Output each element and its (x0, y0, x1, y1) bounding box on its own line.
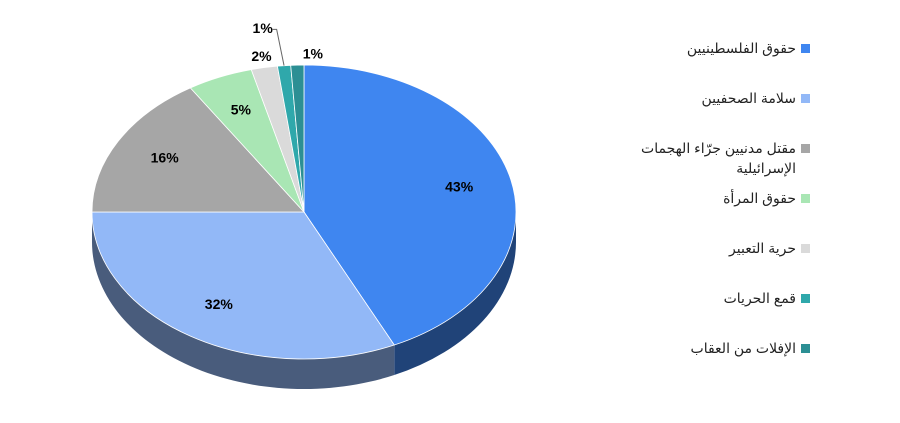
legend-item: مقتل مدنيين جرّاء الهجمات الإسرائيلية (600, 140, 810, 190)
legend: حقوق الفلسطينيين سلامة الصحفيين مقتل مدنيي… (600, 40, 810, 390)
legend-swatch (801, 94, 810, 103)
leader-line (272, 28, 285, 66)
legend-swatch (801, 294, 810, 303)
slice (91, 211, 395, 360)
legend-label: قمع الحريات (723, 290, 796, 306)
data-label: 43% (445, 179, 474, 195)
legend-label: الإفلات من العقاب (690, 340, 796, 356)
legend-label: مقتل مدنيين جرّاء الهجمات الإسرائيلية (641, 140, 796, 176)
legend-item: حقوق المرأة (600, 190, 810, 240)
legend-label: حقوق المرأة (723, 190, 796, 206)
legend-item: حقوق الفلسطينيين (600, 40, 810, 90)
legend-item: قمع الحريات (600, 290, 810, 340)
slice (91, 87, 305, 213)
slice-side (394, 212, 516, 376)
slice (303, 64, 517, 346)
legend-label: سلامة الصحفيين (701, 90, 797, 106)
legend-swatch (801, 194, 810, 203)
legend-swatch (801, 44, 810, 53)
legend-item: الإفلات من العقاب (600, 340, 810, 390)
slice-side (92, 212, 395, 390)
legend-label: حقوق الفلسطينيين (686, 40, 796, 56)
data-label: 5% (231, 102, 252, 118)
data-label: 2% (251, 48, 272, 64)
data-label: 32% (205, 296, 234, 312)
data-label: 1% (303, 45, 324, 61)
pie-area: 43% 32% 16% 5% 2% 1% 1% (91, 20, 517, 390)
legend-item: سلامة الصحفيين (600, 90, 810, 140)
legend-swatch (801, 244, 810, 253)
legend-label: حرية التعبير (729, 240, 796, 256)
legend-swatch (801, 144, 810, 153)
legend-swatch (801, 344, 810, 353)
data-label: 1% (253, 20, 274, 36)
data-label: 16% (151, 150, 180, 166)
slice (290, 64, 305, 213)
legend-item: حرية التعبير (600, 240, 810, 290)
